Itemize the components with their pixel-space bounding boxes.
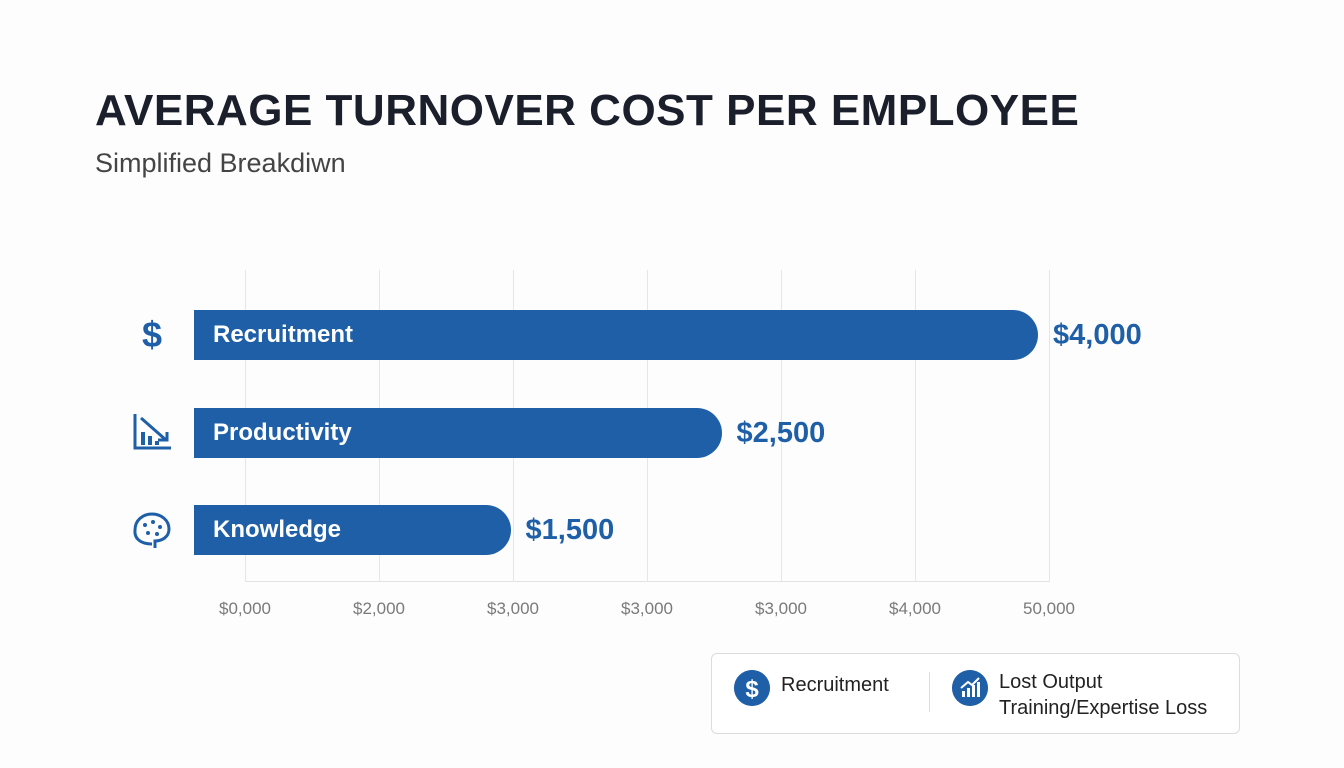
x-tick-label: 50,000 [1023,599,1075,618]
bar-knowledge [194,505,511,555]
bar-category-label: Knowledge [213,516,342,543]
x-tick-label: $4,000 [889,599,941,618]
svg-text:$: $ [745,676,759,703]
chart-subtitle: Simplified Breakdiwn [95,148,346,178]
bar-value-label: $2,500 [736,417,826,449]
x-tick-label: $3,000 [755,599,807,618]
dollar-icon: $ [734,670,770,706]
gridline [781,270,782,582]
legend: $ Recruitment Lost Output Training/Exper… [711,653,1240,734]
x-tick-label: $3,000 [621,599,673,618]
svg-text:$: $ [142,314,162,355]
gridline [915,270,916,582]
legend-label-recruitment: Recruitment [781,674,889,696]
legend-divider [929,672,930,712]
bar-value-label: $4,000 [1053,319,1142,351]
bar-value-label: $1,500 [525,514,615,546]
declining-chart-icon [133,414,171,450]
bar-category-label: Recruitment [213,321,354,348]
brain-icon [133,512,171,548]
legend-label-training-loss: Training/Expertise Loss [999,697,1208,719]
chart-title: AVERAGE TURNOVER COST PER EMPLOYEE [95,86,1080,135]
bar-category-label: Productivity [213,419,352,446]
legend-label-lost-output: Lost Output [999,671,1103,693]
x-tick-label: $3,000 [487,599,539,618]
bar-recruitment [194,310,1038,360]
x-tick-label: $2,000 [353,599,405,618]
bar-productivity [194,408,722,458]
growth-chart-icon [952,670,988,706]
gridline [1049,270,1050,582]
x-tick-label: $0,000 [219,599,271,618]
dollar-icon: $ [142,314,162,355]
